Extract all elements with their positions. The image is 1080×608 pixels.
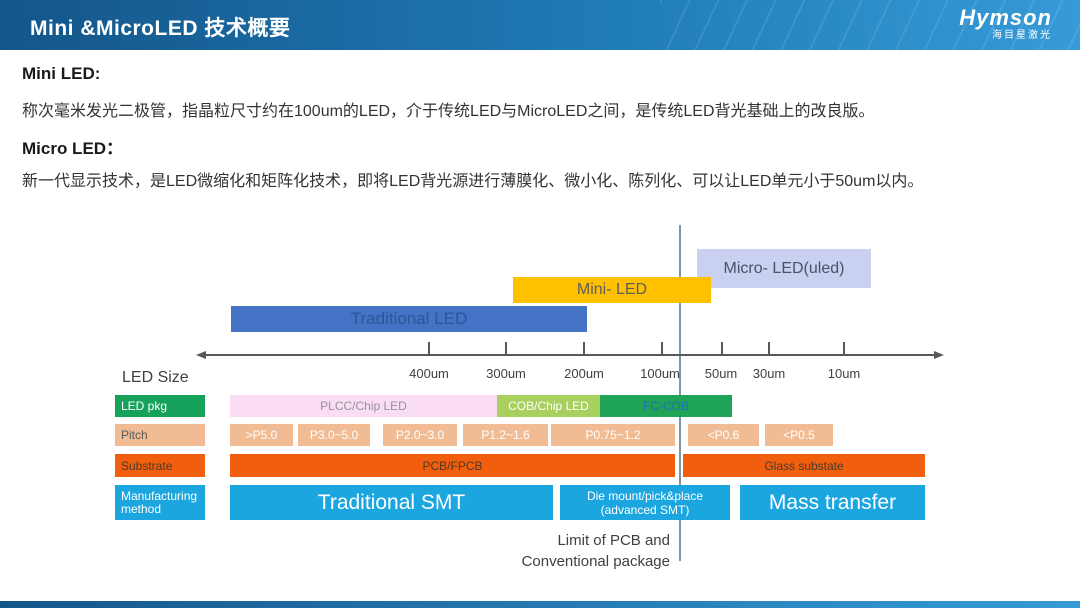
pcb-limit-note: Limit of PCB and Conventional package bbox=[521, 532, 670, 570]
pcb-limit-line bbox=[679, 225, 681, 561]
axis-tick-label: 10um bbox=[827, 366, 861, 381]
size-axis bbox=[205, 354, 935, 356]
micro-led-range-bar: Micro- LED(uled) bbox=[697, 249, 871, 288]
header-bar: Mini &MicroLED 技术概要 Hymson 海目星激光 bbox=[0, 0, 1080, 50]
micro-led-description: 新一代显示技术，是LED微缩化和矩阵化技术，即将LED背光源进行薄膜化、微小化、… bbox=[22, 173, 924, 190]
axis-tick bbox=[843, 342, 845, 355]
substrate-cell-pcb: PCB/FPCB bbox=[230, 454, 675, 477]
axis-title: LED Size bbox=[122, 369, 189, 386]
pitch-cell: P0.75~1.2 bbox=[551, 424, 675, 446]
pitch-cell: P3.0~5.0 bbox=[298, 424, 370, 446]
pkg-cell-plcc: PLCC/Chip LED bbox=[230, 395, 497, 417]
micro-led-heading: Micro LED： bbox=[22, 139, 124, 158]
axis-tick bbox=[505, 342, 507, 355]
axis-arrow-right-icon bbox=[934, 351, 944, 359]
method-cell-mass-transfer: Mass transfer bbox=[740, 485, 925, 520]
axis-tick-label: 400um bbox=[409, 366, 449, 381]
pkg-cell-cob: COB/Chip LED bbox=[497, 395, 600, 417]
pitch-cell: >P5.0 bbox=[230, 424, 293, 446]
row-label-substrate: Substrate bbox=[115, 454, 205, 477]
mini-led-heading: Mini LED: bbox=[22, 64, 101, 83]
mini-led-description: 称次毫米发光二极管，指晶粒尺寸约在100um的LED，介于传统LED与Micro… bbox=[22, 103, 875, 120]
row-label-pitch: Pitch bbox=[115, 424, 205, 446]
axis-tick bbox=[428, 342, 430, 355]
logo-wordmark: Hymson bbox=[959, 5, 1052, 30]
logo-chinese-name: 海目星激光 bbox=[992, 30, 1052, 41]
row-label-led-pkg: LED pkg bbox=[115, 395, 205, 417]
method-cell-smt: Traditional SMT bbox=[230, 485, 553, 520]
micro-led-range-label: Micro- LED(uled) bbox=[723, 259, 845, 277]
traditional-led-range-label: Traditional LED bbox=[350, 309, 468, 328]
footer-bar bbox=[0, 601, 1080, 608]
pitch-cell: <P0.6 bbox=[688, 424, 759, 446]
page-title: Mini &MicroLED 技术概要 bbox=[30, 17, 291, 40]
pitch-cell: P2.0~3.0 bbox=[383, 424, 457, 446]
pitch-cell: P1.2~1.6 bbox=[463, 424, 548, 446]
axis-tick bbox=[583, 342, 585, 355]
axis-tick bbox=[661, 342, 663, 355]
axis-tick-label: 300um bbox=[486, 366, 526, 381]
pkg-cell-fc-cob: FC-COB bbox=[600, 395, 732, 417]
method-cell-die-mount: Die mount/pick&place (advanced SMT) bbox=[560, 485, 730, 520]
axis-arrow-left-icon bbox=[196, 351, 206, 359]
mini-led-range-bar: Mini- LED bbox=[513, 277, 711, 303]
axis-tick bbox=[721, 342, 723, 355]
mini-led-range-label: Mini- LED bbox=[576, 281, 648, 298]
axis-tick bbox=[768, 342, 770, 355]
row-label-method: Manufacturing method bbox=[115, 485, 205, 520]
traditional-led-range-bar: Traditional LED bbox=[231, 306, 587, 332]
axis-tick-label: 100um bbox=[640, 366, 680, 381]
axis-tick-label: 200um bbox=[564, 366, 604, 381]
hymson-logo: Hymson 海目星激光 bbox=[959, 7, 1052, 42]
substrate-cell-glass: Glass substate bbox=[683, 454, 925, 477]
pitch-cell: <P0.5 bbox=[765, 424, 833, 446]
axis-tick-label: 30um bbox=[752, 366, 786, 381]
axis-tick-label: 50um bbox=[704, 366, 738, 381]
